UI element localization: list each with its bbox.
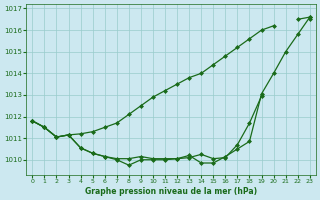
X-axis label: Graphe pression niveau de la mer (hPa): Graphe pression niveau de la mer (hPa) xyxy=(85,187,257,196)
